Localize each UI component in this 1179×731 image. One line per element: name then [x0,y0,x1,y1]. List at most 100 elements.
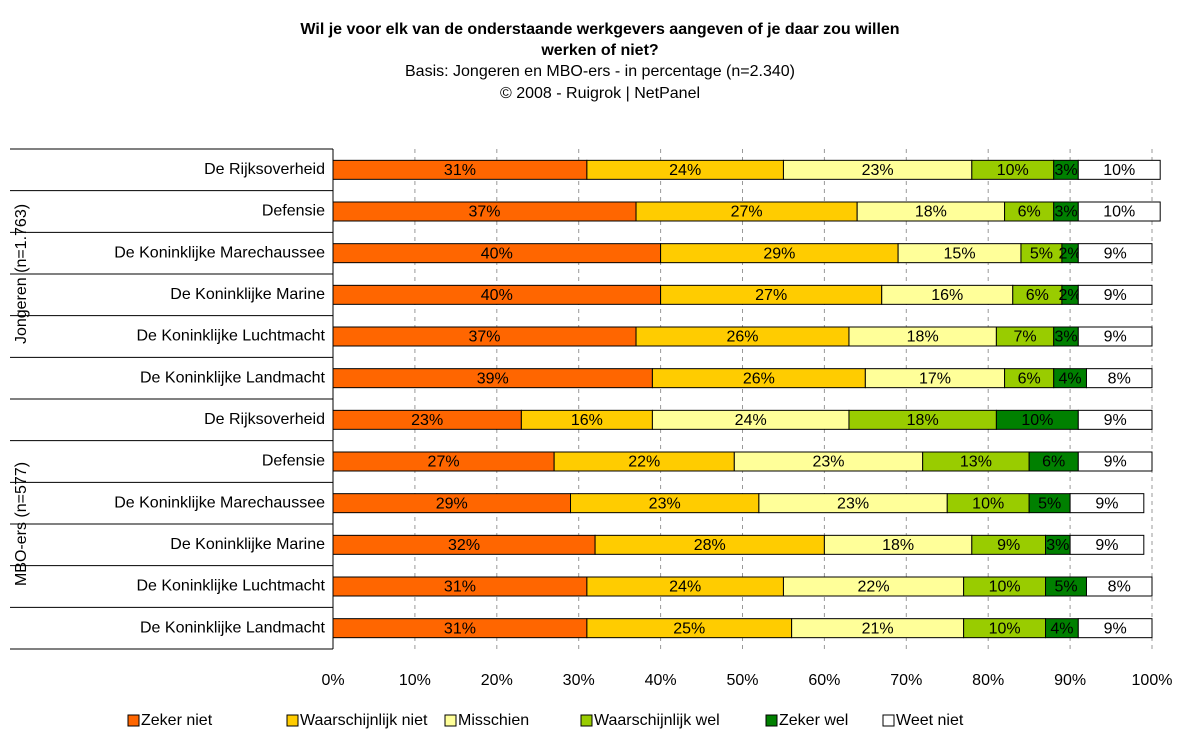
data-label: 9% [1104,329,1127,346]
data-label: 4% [1059,370,1082,387]
data-label: 15% [944,245,976,262]
bar-segment [1069,534,1145,555]
data-label: 9% [1095,495,1118,512]
data-label: 26% [743,370,775,387]
legend-label: Misschien [458,712,529,729]
data-label: 31% [444,162,476,179]
data-label: 24% [735,412,767,429]
data-label: 10% [1103,162,1135,179]
data-label: 32% [448,537,480,554]
data-label: 16% [571,412,603,429]
data-label: 18% [882,537,914,554]
x-tick-label: 60% [808,672,840,689]
data-label: 23% [411,412,443,429]
data-label: 17% [919,370,951,387]
legend-swatch [765,714,778,727]
bar-segment [1077,243,1153,264]
data-label: 29% [763,245,795,262]
bar-segment [1077,284,1153,305]
x-tick-label: 20% [481,672,513,689]
data-label: 23% [862,162,894,179]
legend-label: Zeker wel [779,712,848,729]
data-label: 10% [997,162,1029,179]
data-label: 7% [1013,329,1036,346]
bar-segment [1077,451,1153,472]
data-label: 24% [669,162,701,179]
y-tick-label: De Koninklijke Luchtmacht [136,578,325,595]
data-label: 37% [468,204,500,221]
data-label: 23% [649,495,681,512]
data-label: 27% [755,287,787,304]
data-label: 8% [1108,370,1131,387]
bar-segment [1085,368,1153,389]
bar-segment [1069,493,1145,514]
y-tick-label: De Koninklijke Marechaussee [114,244,325,261]
x-tick-label: 80% [972,672,1004,689]
data-label: 22% [858,579,890,596]
data-label: 18% [915,204,947,221]
data-label: 27% [428,454,460,471]
data-label: 5% [1030,245,1053,262]
x-tick-label: 50% [726,672,758,689]
data-label: 10% [972,495,1004,512]
data-label: 2% [1059,245,1082,262]
data-label: 23% [837,495,869,512]
data-label: 24% [669,579,701,596]
data-label: 10% [1021,412,1053,429]
data-label: 27% [731,204,763,221]
bar-segment [1077,618,1153,639]
y-tick-label: De Koninklijke Marine [170,536,325,553]
y-tick-label: De Koninklijke Marine [170,286,325,303]
x-tick-label: 10% [399,672,431,689]
legend-label: Zeker niet [141,712,213,729]
data-label: 9% [1104,245,1127,262]
data-label: 31% [444,579,476,596]
y-tick-label: Defensie [262,453,325,470]
data-label: 10% [1103,204,1135,221]
data-label: 3% [1054,329,1077,346]
data-label: 10% [989,620,1021,637]
data-label: 5% [1038,495,1061,512]
chart-subtitle: © 2008 - Ruigrok | NetPanel [500,85,700,102]
group-label: Jongeren (n=1.763) [13,204,30,344]
y-tick-label: De Rijksoverheid [204,411,325,428]
data-label: 37% [468,329,500,346]
x-tick-label: 0% [321,672,344,689]
chart-title: Wil je voor elk van de onderstaande werk… [300,21,899,38]
data-label: 9% [1104,287,1127,304]
bar-segment [1077,159,1161,180]
data-label: 23% [812,454,844,471]
data-label: 6% [1026,287,1049,304]
x-tick-label: 40% [645,672,677,689]
data-label: 28% [694,537,726,554]
legend-swatch [127,714,140,727]
data-label: 18% [907,412,939,429]
legend-label: Weet niet [896,712,964,729]
data-label: 13% [960,454,992,471]
legend-swatch [286,714,299,727]
y-tick-label: De Rijksoverheid [204,161,325,178]
legend-label: Waarschijnlijk niet [300,712,428,729]
data-label: 5% [1054,579,1077,596]
data-label: 39% [477,370,509,387]
legend-swatch [444,714,457,727]
data-label: 22% [628,454,660,471]
data-label: 3% [1054,162,1077,179]
data-label: 10% [989,579,1021,596]
data-label: 40% [481,245,513,262]
y-tick-label: De Koninklijke Marechaussee [114,494,325,511]
x-tick-label: 70% [890,672,922,689]
data-label: 18% [907,329,939,346]
y-tick-label: De Koninklijke Landmacht [140,369,326,386]
data-label: 3% [1054,204,1077,221]
legend-swatch [882,714,895,727]
x-tick-label: 100% [1132,672,1173,689]
data-label: 3% [1046,537,1069,554]
data-label: 29% [436,495,468,512]
data-label: 4% [1050,620,1073,637]
bar-segment [1085,576,1153,597]
data-label: 25% [673,620,705,637]
data-label: 6% [1018,370,1041,387]
bar-segment [1077,409,1153,430]
